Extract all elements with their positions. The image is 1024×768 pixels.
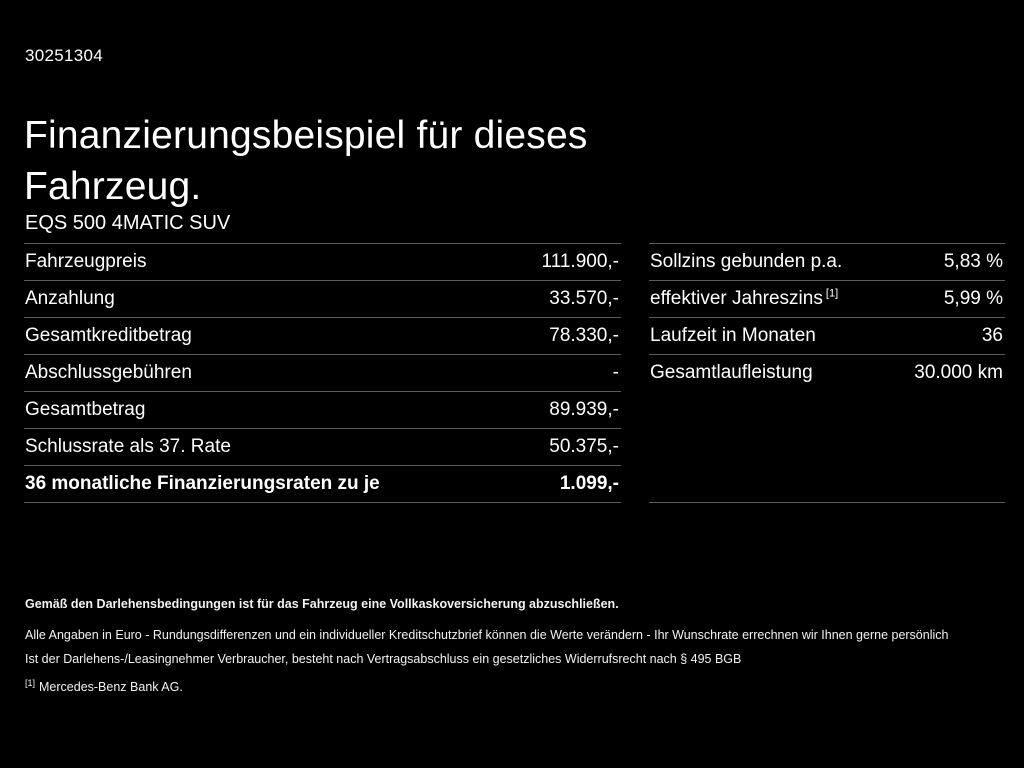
- row-label: Fahrzeugpreis: [25, 251, 147, 272]
- withdrawal-right-note: Ist der Darlehens-/Leasingnehmer Verbrau…: [25, 652, 742, 666]
- table-row: effektiver Jahreszins [1] 5,99 %: [649, 280, 1005, 317]
- row-label: Gesamtlaufleistung: [650, 362, 813, 383]
- finance-tables: Fahrzeugpreis 111.900,- Anzahlung 33.570,- G…: [24, 243, 1005, 503]
- row-label: Anzahlung: [25, 288, 115, 309]
- finance-table-left: Fahrzeugpreis 111.900,- Anzahlung 33.570,- G…: [24, 243, 621, 503]
- footnote: [1] Mercedes-Benz Bank AG.: [25, 677, 1000, 695]
- page-title-line1: Finanzierungsbeispiel für dieses: [24, 114, 588, 158]
- vehicle-model: EQS 500 4MATIC SUV: [25, 212, 231, 234]
- row-label: Gesamtbetrag: [25, 399, 146, 420]
- table-row: Fahrzeugpreis 111.900,-: [24, 243, 621, 280]
- row-value: 1.099,-: [559, 473, 619, 494]
- offer-id: 30251304: [25, 46, 104, 65]
- row-value: 5,83 %: [943, 251, 1003, 272]
- row-value: 5,99 %: [943, 288, 1003, 309]
- table-row: Gesamtlaufleistung 30.000 km: [649, 354, 1005, 391]
- footnote-text: Mercedes-Benz Bank AG.: [39, 680, 183, 694]
- insurance-requirement-note: Gemäß den Darlehensbedingungen ist für d…: [25, 597, 619, 611]
- row-label: Schlussrate als 37. Rate: [25, 436, 231, 457]
- legal-footer: Gemäß den Darlehensbedingungen ist für d…: [25, 597, 1000, 695]
- row-value: 78.330,-: [549, 325, 619, 346]
- page-title-line2: Fahrzeug.: [24, 165, 202, 209]
- row-label: effektiver Jahreszins [1]: [650, 287, 839, 309]
- table-row: Schlussrate als 37. Rate 50.375,-: [24, 428, 621, 465]
- footnote-marker: [1]: [25, 677, 36, 688]
- row-value: 36: [981, 325, 1003, 346]
- table-row: 36 monatliche Finanzierungsraten zu je 1.…: [24, 465, 621, 502]
- row-label: Gesamtkreditbetrag: [25, 325, 192, 346]
- table-row: Sollzins gebunden p.a. 5,83 %: [649, 243, 1005, 280]
- row-value: -: [612, 362, 619, 383]
- row-label: 36 monatliche Finanzierungsraten zu je: [25, 473, 380, 494]
- table-row: Gesamtkreditbetrag 78.330,-: [24, 317, 621, 354]
- row-value: 89.939,-: [549, 399, 619, 420]
- finance-table-right: Sollzins gebunden p.a. 5,83 % effektiver J…: [649, 243, 1005, 503]
- footnote-marker: [1]: [822, 287, 839, 300]
- table-row: Abschlussgebühren -: [24, 354, 621, 391]
- table-row: Laufzeit in Monaten 36: [649, 317, 1005, 354]
- row-value: 30.000 km: [914, 362, 1003, 383]
- row-label: Abschlussgebühren: [25, 362, 192, 383]
- row-value: 33.570,-: [549, 288, 619, 309]
- table-row: Gesamtbetrag 89.939,-: [24, 391, 621, 428]
- row-label: Laufzeit in Monaten: [650, 325, 816, 346]
- page-title: Finanzierungsbeispiel für dieses Fahrzeu…: [24, 110, 588, 212]
- row-label: Sollzins gebunden p.a.: [650, 251, 843, 272]
- disclaimer-line: Alle Angaben in Euro - Rundungsdifferenz…: [25, 628, 949, 642]
- table-row: Anzahlung 33.570,-: [24, 280, 621, 317]
- row-value: 111.900,-: [541, 251, 619, 272]
- row-value: 50.375,-: [549, 436, 619, 457]
